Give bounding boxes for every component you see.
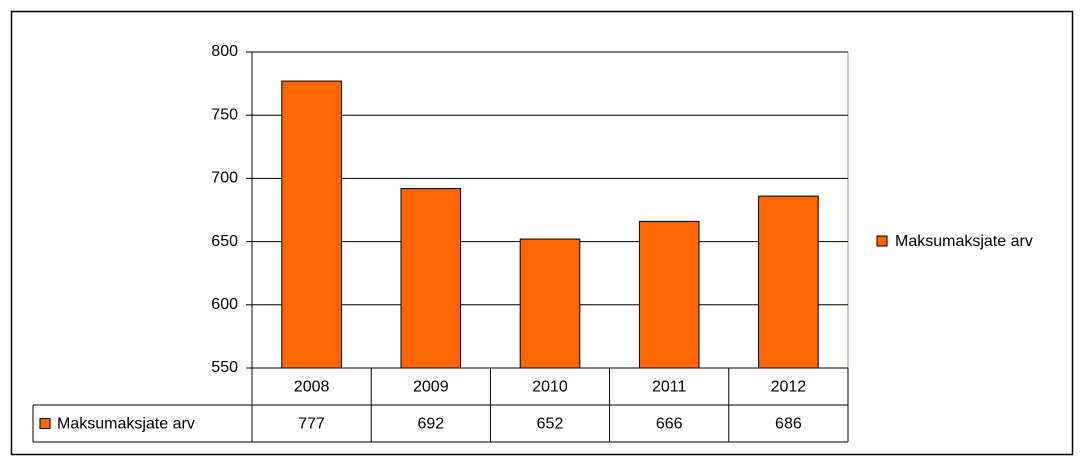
- bar: [281, 80, 342, 369]
- y-tick-label: 750: [211, 106, 238, 123]
- y-tick-label: 550: [211, 359, 238, 376]
- table-value: 692: [417, 416, 444, 433]
- y-tick-label: 650: [211, 233, 238, 250]
- bar: [638, 220, 700, 369]
- legend-key: [876, 235, 888, 247]
- x-tick-label: 2012: [771, 379, 807, 396]
- legend-key: [39, 418, 51, 429]
- x-tick-label: 2008: [294, 379, 330, 396]
- table-value: 777: [298, 416, 325, 433]
- bar: [519, 238, 581, 369]
- table-series-name: Maksumaksjate arv: [57, 416, 195, 433]
- table-value: 666: [656, 416, 683, 433]
- bar: [758, 195, 819, 369]
- y-tick-label: 700: [211, 170, 238, 187]
- y-tick-label: 600: [211, 296, 238, 313]
- y-tick-label: 800: [211, 43, 238, 60]
- bar: [400, 188, 462, 369]
- table-value: 686: [775, 416, 802, 433]
- table-value: 652: [537, 416, 564, 433]
- x-tick-label: 2009: [413, 379, 449, 396]
- legend-label: Maksumaksjate arv: [895, 233, 1033, 250]
- x-tick-label: 2010: [532, 379, 568, 396]
- x-tick-label: 2011: [652, 379, 687, 396]
